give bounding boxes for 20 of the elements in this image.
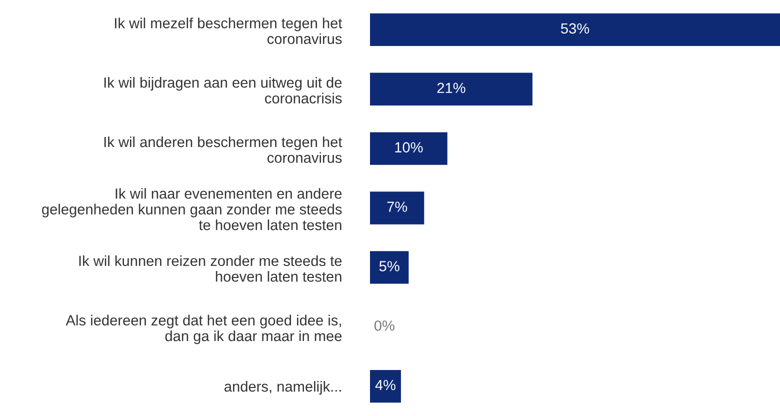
y-tick-label: Ik wil mezelf beschermen tegen het coronavirus [115, 18, 342, 44]
data-label: 5% [379, 261, 400, 272]
y-tick-label: Ik wil naar evenementen en andere gelegenheden kunnen gaan zonder me steeds te hoeven laten testen [42, 188, 342, 230]
bar [370, 370, 401, 403]
y-tick-label: Als iedereen zegt dat het een goed idee is, dan ga ik daar maar in mee [66, 314, 342, 344]
data-label: 0% [374, 320, 394, 331]
y-tick-label: Ik wil kunnen reizen zonder me steeds te hoeven laten testen [79, 255, 342, 282]
y-tick-label: Ik wil bijdragen aan een uitweg uit de coronacrisis [104, 77, 342, 104]
bar [370, 132, 448, 165]
bar [370, 251, 409, 284]
bar [370, 192, 424, 224]
data-label: 4% [375, 380, 396, 390]
data-label: 21% [437, 82, 466, 93]
data-label: 10% [395, 142, 423, 152]
data-label: 7% [387, 202, 408, 212]
y-tick-label: Ik wil anderen beschermen tegen het coronavirus [104, 136, 342, 163]
bar [370, 72, 532, 106]
bar [370, 13, 780, 46]
y-tick-label: anders, namelijk... [224, 381, 341, 395]
data-label: 53% [560, 23, 590, 34]
